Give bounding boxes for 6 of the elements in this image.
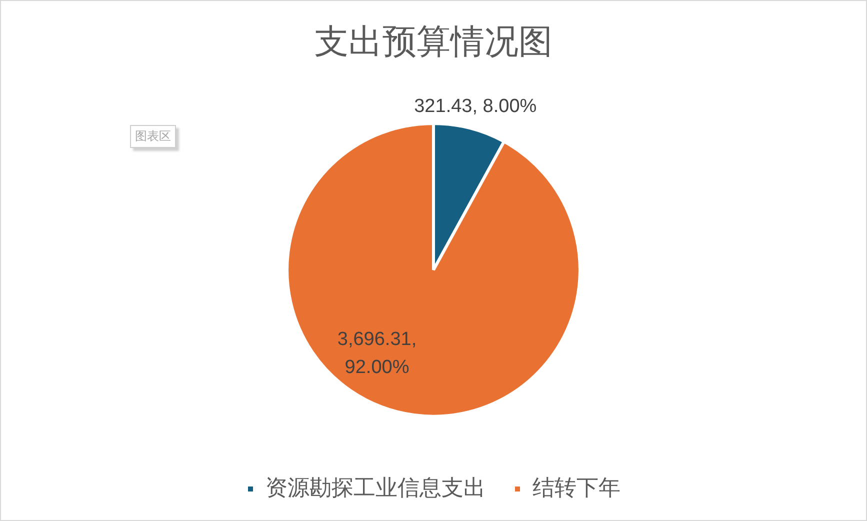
data-label: 3,696.31, 92.00% xyxy=(337,328,417,378)
legend-label: 结转下年 xyxy=(532,475,620,500)
chart-title: 支出预算情况图 xyxy=(314,22,552,61)
legend-label: 资源勘探工业信息支出 xyxy=(266,475,486,500)
data-label: 321.43, 8.00% xyxy=(414,96,537,118)
text: 图表区 xyxy=(130,125,176,148)
